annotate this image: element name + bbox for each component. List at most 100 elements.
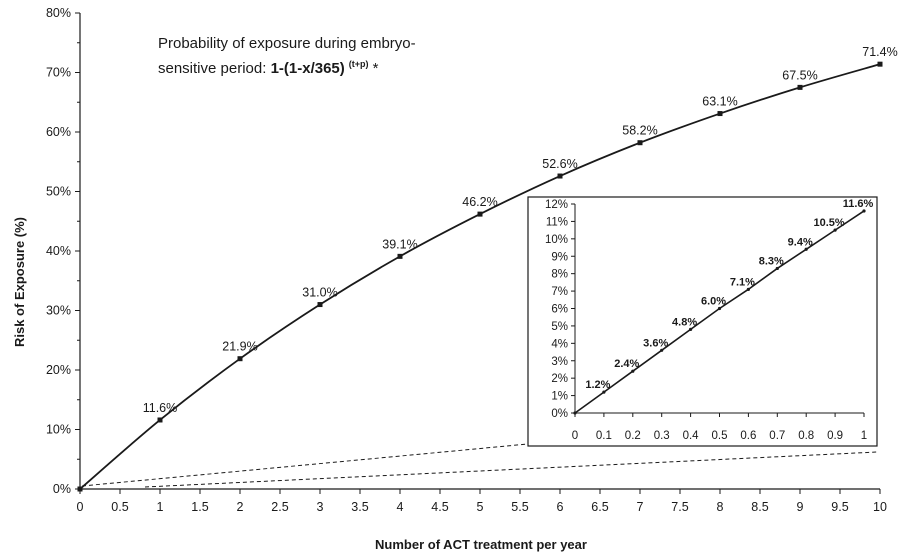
- x-tick-label: 7: [637, 500, 644, 514]
- y-tick-label: 40%: [46, 244, 71, 258]
- y-tick-label: 70%: [46, 66, 71, 80]
- x-tick-label: 0: [77, 500, 84, 514]
- x-axis-label: Number of ACT treatment per year: [375, 537, 587, 552]
- data-label: 63.1%: [702, 95, 737, 109]
- inset-y-tick-label: 8%: [551, 269, 568, 281]
- inset-x-tick-label: 0.6: [740, 430, 756, 442]
- inset-y-tick-label: 6%: [551, 304, 568, 316]
- inset-data-point: [689, 327, 693, 331]
- data-point: [397, 253, 403, 259]
- y-axis-label: Risk of Exposure (%): [12, 217, 27, 347]
- inset-x-tick-label: 0: [572, 430, 578, 442]
- annotation-line-1: Probability of exposure during embryo-: [158, 35, 416, 52]
- formula-annotation: Probability of exposure during embryo- s…: [158, 35, 416, 77]
- data-label: 58.2%: [622, 124, 657, 138]
- main-y-ticks: 0% 10% 20% 30% 40% 50% 60% 70% 80%: [46, 6, 80, 496]
- x-tick-label: 9.5: [831, 500, 848, 514]
- data-label: 67.5%: [782, 68, 817, 82]
- x-tick-label: 1.5: [191, 500, 208, 514]
- zoom-line-top: [81, 443, 529, 487]
- inset-y-tick-label: 0%: [551, 408, 568, 420]
- annotation-prefix: sensitive period:: [158, 60, 271, 77]
- inset-x-tick-label: 0.9: [827, 430, 843, 442]
- inset-data-point: [573, 411, 577, 415]
- inset-y-tick-label: 3%: [551, 356, 568, 368]
- inset-data-label: 4.8%: [672, 316, 697, 328]
- inset-data-label: 9.4%: [788, 236, 813, 248]
- data-label: 39.1%: [382, 237, 417, 251]
- inset-chart: 0 0.1 0.2 0.3 0.4 0.5 0.6 0.7 0.8 0.9 1 0% 1% 2% 3% 4%…: [527, 196, 878, 447]
- x-tick-label: 3.5: [351, 500, 368, 514]
- x-tick-label: 8: [717, 500, 724, 514]
- data-point: [797, 84, 803, 90]
- x-tick-label: 9: [797, 500, 804, 514]
- y-tick-label: 50%: [46, 185, 71, 199]
- inset-y-tick-label: 7%: [551, 286, 568, 298]
- y-tick-label: 0%: [53, 482, 71, 496]
- y-tick-label: 10%: [46, 423, 71, 437]
- y-tick-label: 30%: [46, 304, 71, 318]
- inset-data-label: 11.6%: [843, 198, 874, 210]
- inset-data-point: [833, 228, 837, 232]
- main-data-labels: 11.6% 21.9% 31.0% 39.1% 46.2% 52.6% 58.2% 63.1%…: [143, 45, 898, 415]
- inset-y-tick-label: 1%: [551, 391, 568, 403]
- x-tick-label: 3: [317, 500, 324, 514]
- inset-y-ticks: 0% 1% 2% 3% 4% 5% 6% 7% 8% 9% 10% 11% 12%: [545, 199, 575, 420]
- inset-x-ticks: 0 0.1 0.2 0.3 0.4 0.5 0.6 0.7 0.8 0.9 1: [572, 413, 867, 442]
- data-label: 11.6%: [143, 401, 178, 415]
- main-series: [77, 61, 883, 492]
- inset-data-point: [775, 266, 779, 271]
- inset-data-point: [717, 306, 722, 311]
- data-label: 31.0%: [302, 286, 337, 300]
- inset-x-tick-label: 0.7: [769, 430, 785, 442]
- data-label: 46.2%: [462, 195, 497, 209]
- x-tick-label: 2: [237, 500, 244, 514]
- inset-y-tick-label: 12%: [545, 199, 568, 211]
- inset-y-tick-label: 2%: [551, 373, 568, 385]
- inset-data-label: 3.6%: [643, 337, 668, 349]
- x-tick-label: 8.5: [751, 500, 768, 514]
- inset-data-label: 7.1%: [730, 276, 755, 288]
- annotation-superscript: (t+p): [349, 59, 369, 69]
- x-tick-label: 4.5: [431, 500, 448, 514]
- data-point: [717, 111, 723, 117]
- data-point: [77, 486, 83, 492]
- inset-data-label: 1.2%: [585, 379, 610, 391]
- inset-data-labels: 1.2% 2.4% 3.6% 4.8% 6.0% 7.1% 8.3% 9.4%10.5% 11.…: [585, 198, 873, 391]
- y-tick-label: 60%: [46, 125, 71, 139]
- x-tick-label: 6: [557, 500, 564, 514]
- inset-x-tick-label: 1: [861, 430, 867, 442]
- inset-data-point: [660, 348, 664, 352]
- x-tick-label: 6.5: [591, 500, 608, 514]
- x-tick-label: 4: [397, 500, 404, 514]
- inset-data-label: 6.0%: [701, 296, 726, 308]
- x-tick-label: 2.5: [271, 500, 288, 514]
- inset-series: [573, 209, 866, 415]
- zoom-connector-lines: [81, 443, 878, 488]
- data-label: 21.9%: [222, 340, 257, 354]
- data-point: [477, 211, 483, 217]
- data-point: [317, 302, 323, 308]
- inset-y-tick-label: 4%: [551, 338, 568, 350]
- x-tick-label: 5: [477, 500, 484, 514]
- inset-data-point: [602, 390, 606, 394]
- annotation-line-2: sensitive period: 1-(1-x/365) (t+p) *: [158, 59, 379, 77]
- inset-x-tick-label: 0.3: [654, 430, 670, 442]
- annotation-suffix: *: [369, 60, 379, 77]
- inset-y-tick-label: 5%: [551, 321, 568, 333]
- data-point: [237, 356, 243, 362]
- x-tick-label: 7.5: [671, 500, 688, 514]
- y-tick-label: 20%: [46, 363, 71, 377]
- x-tick-label: 5.5: [511, 500, 528, 514]
- main-plot: 0 0.5 1 1.5 2 2.5 3 3.5 4 4.5 5 5.5 6 6.5 7 7.5 8 8.5 9 9.5…: [46, 6, 898, 514]
- data-point: [557, 173, 563, 179]
- inset-x-tick-label: 0.8: [798, 430, 814, 442]
- inset-data-point: [804, 247, 808, 251]
- data-label: 52.6%: [542, 157, 577, 171]
- zoom-line-bottom: [144, 451, 878, 488]
- inset-data-point: [746, 287, 751, 291]
- inset-y-tick-label: 11%: [546, 216, 568, 228]
- inset-y-tick-label: 9%: [551, 251, 568, 263]
- inset-data-label: 2.4%: [614, 358, 639, 370]
